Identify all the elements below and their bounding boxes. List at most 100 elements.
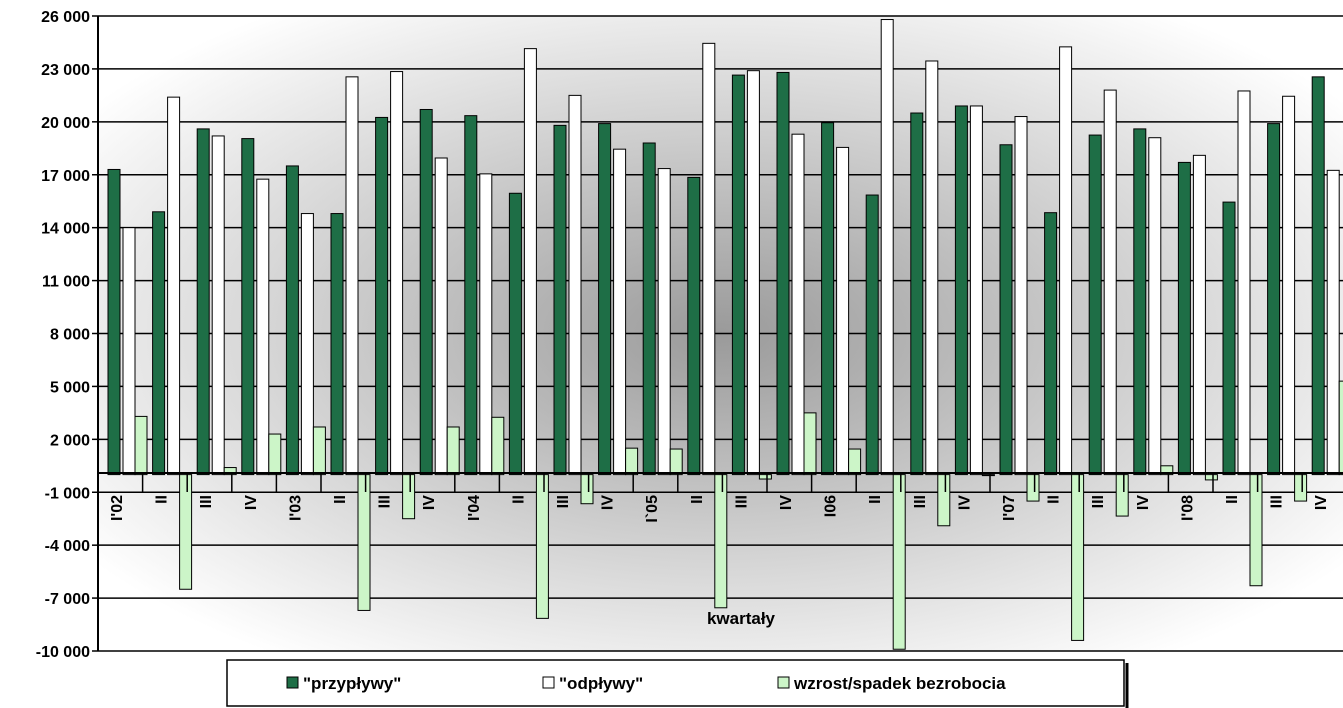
bar-wzrost-spadek — [981, 474, 995, 477]
bar-wzrost-spadek — [937, 474, 951, 527]
bar-odplywy — [167, 96, 181, 476]
bar-przyplywy — [1222, 201, 1236, 476]
y-tick-label: 5 000 — [50, 379, 90, 396]
y-tick-label: -7 000 — [45, 591, 90, 608]
legend: "przypływy" "odpływy" wzrost/spadek bezrob… — [226, 659, 1129, 708]
bar-odplywy — [880, 19, 894, 476]
x-tick-label: III — [1269, 495, 1286, 508]
bar-wzrost-spadek — [758, 474, 772, 480]
bar-przyplywy — [1311, 76, 1325, 476]
bar-przyplywy — [687, 176, 701, 476]
x-tick-label: I06 — [823, 495, 840, 517]
x-tick-label: I'03 — [287, 495, 304, 521]
bar-odplywy — [211, 135, 225, 476]
x-tick-label: III — [198, 495, 215, 508]
x-tick-label: II — [867, 495, 884, 504]
bar-odplywy — [256, 178, 270, 476]
bar-wzrost-spadek — [402, 474, 416, 520]
bar-wzrost-spadek — [1204, 474, 1218, 481]
bar-odplywy — [925, 60, 939, 476]
bar-odplywy — [1237, 90, 1251, 476]
bar-przyplywy — [954, 105, 968, 476]
bar-wzrost-spadek — [312, 426, 326, 476]
y-tick-label: 20 000 — [41, 115, 90, 132]
x-tick-label: I'02 — [109, 495, 126, 521]
legend-swatch — [542, 676, 555, 689]
bar-wzrost-spadek — [223, 467, 237, 476]
bar-wzrost-spadek — [1115, 474, 1129, 517]
x-tick-label: II — [154, 495, 171, 504]
bar-wzrost-spadek — [446, 426, 460, 476]
x-tick-label: IV — [1313, 495, 1330, 510]
bar-przyplywy — [285, 165, 299, 476]
bar-odplywy — [1326, 169, 1340, 476]
bar-odplywy — [746, 70, 760, 476]
bar-przyplywy — [999, 144, 1013, 476]
bar-wzrost-spadek — [714, 474, 728, 609]
bar-odplywy — [568, 94, 582, 476]
bar-wzrost-spadek — [179, 474, 193, 590]
x-tick-label: I'07 — [1001, 495, 1018, 521]
y-tick-label: 11 000 — [42, 274, 90, 291]
bar-wzrost-spadek — [1294, 474, 1308, 502]
x-axis-title: kwartały — [707, 609, 776, 628]
bar-odplywy — [345, 76, 359, 476]
x-tick-label: III — [912, 495, 929, 508]
bar-przyplywy — [152, 211, 166, 476]
bar-wzrost-spadek — [357, 474, 371, 611]
bar-przyplywy — [553, 124, 567, 476]
bar-wzrost-spadek — [535, 474, 549, 619]
bar-wzrost-spadek — [1160, 465, 1174, 476]
axes — [92, 15, 1343, 652]
bar-odplywy — [791, 133, 805, 476]
x-tick-label: IV — [1135, 495, 1152, 510]
bar-przyplywy — [598, 123, 612, 476]
bar-odplywy — [657, 168, 671, 476]
x-tick-label: IV — [243, 495, 260, 510]
y-tick-label: 8 000 — [50, 327, 90, 344]
bar-przyplywy — [1088, 134, 1102, 476]
y-tick-label: -10 000 — [36, 644, 90, 661]
legend-label: "odpływy" — [559, 674, 643, 693]
x-tick-label: IV — [778, 495, 795, 510]
bar-odplywy — [1103, 89, 1117, 476]
legend-swatch — [777, 676, 790, 689]
bar-odplywy — [434, 157, 448, 476]
bar-wzrost-spadek — [892, 474, 906, 650]
bar-odplywy — [1282, 95, 1296, 476]
x-tick-label: IV — [600, 495, 617, 510]
x-tick-label: III — [1090, 495, 1107, 508]
bar-odplywy — [1192, 154, 1206, 476]
bar-odplywy — [1059, 46, 1073, 476]
bar-przyplywy — [464, 115, 478, 476]
bar-wzrost-spadek — [491, 416, 505, 476]
x-tick-label: I'04 — [466, 495, 483, 521]
y-tick-label: 23 000 — [41, 62, 90, 79]
x-tick-label: IV — [421, 495, 438, 510]
bar-przyplywy — [107, 168, 121, 476]
bar-przyplywy — [776, 71, 790, 476]
bar-odplywy — [390, 71, 404, 476]
bar-wzrost-spadek — [1026, 474, 1040, 502]
bar-odplywy — [836, 146, 850, 476]
bar-odplywy — [122, 227, 136, 476]
bar-przyplywy — [375, 116, 389, 476]
y-tick-label: 17 000 — [41, 168, 90, 185]
y-tick-labels: -10 000 -7 000 -4 000 -1 000 2 000 5 000 8 000… — [36, 9, 90, 661]
y-tick-label: 14 000 — [41, 221, 90, 238]
y-tick-label: -4 000 — [45, 538, 90, 555]
x-tick-label: II — [689, 495, 706, 504]
bar-przyplywy — [241, 138, 255, 476]
bar-przyplywy — [196, 128, 210, 476]
bar-wzrost-spadek — [803, 412, 817, 476]
bar-odplywy — [969, 105, 983, 476]
x-tick-label: II — [332, 495, 349, 504]
x-tick-labels: I'02 II III IV I'03 II III IV I'04 II III IV I`05 II I… — [109, 495, 1330, 523]
y-tick-label: -1 000 — [45, 485, 90, 502]
bar-przyplywy — [865, 194, 879, 476]
x-tick-label: IV — [956, 495, 973, 510]
bar-przyplywy — [642, 142, 656, 476]
bar-wzrost-spadek — [134, 415, 148, 476]
bar-odplywy — [1014, 116, 1028, 476]
